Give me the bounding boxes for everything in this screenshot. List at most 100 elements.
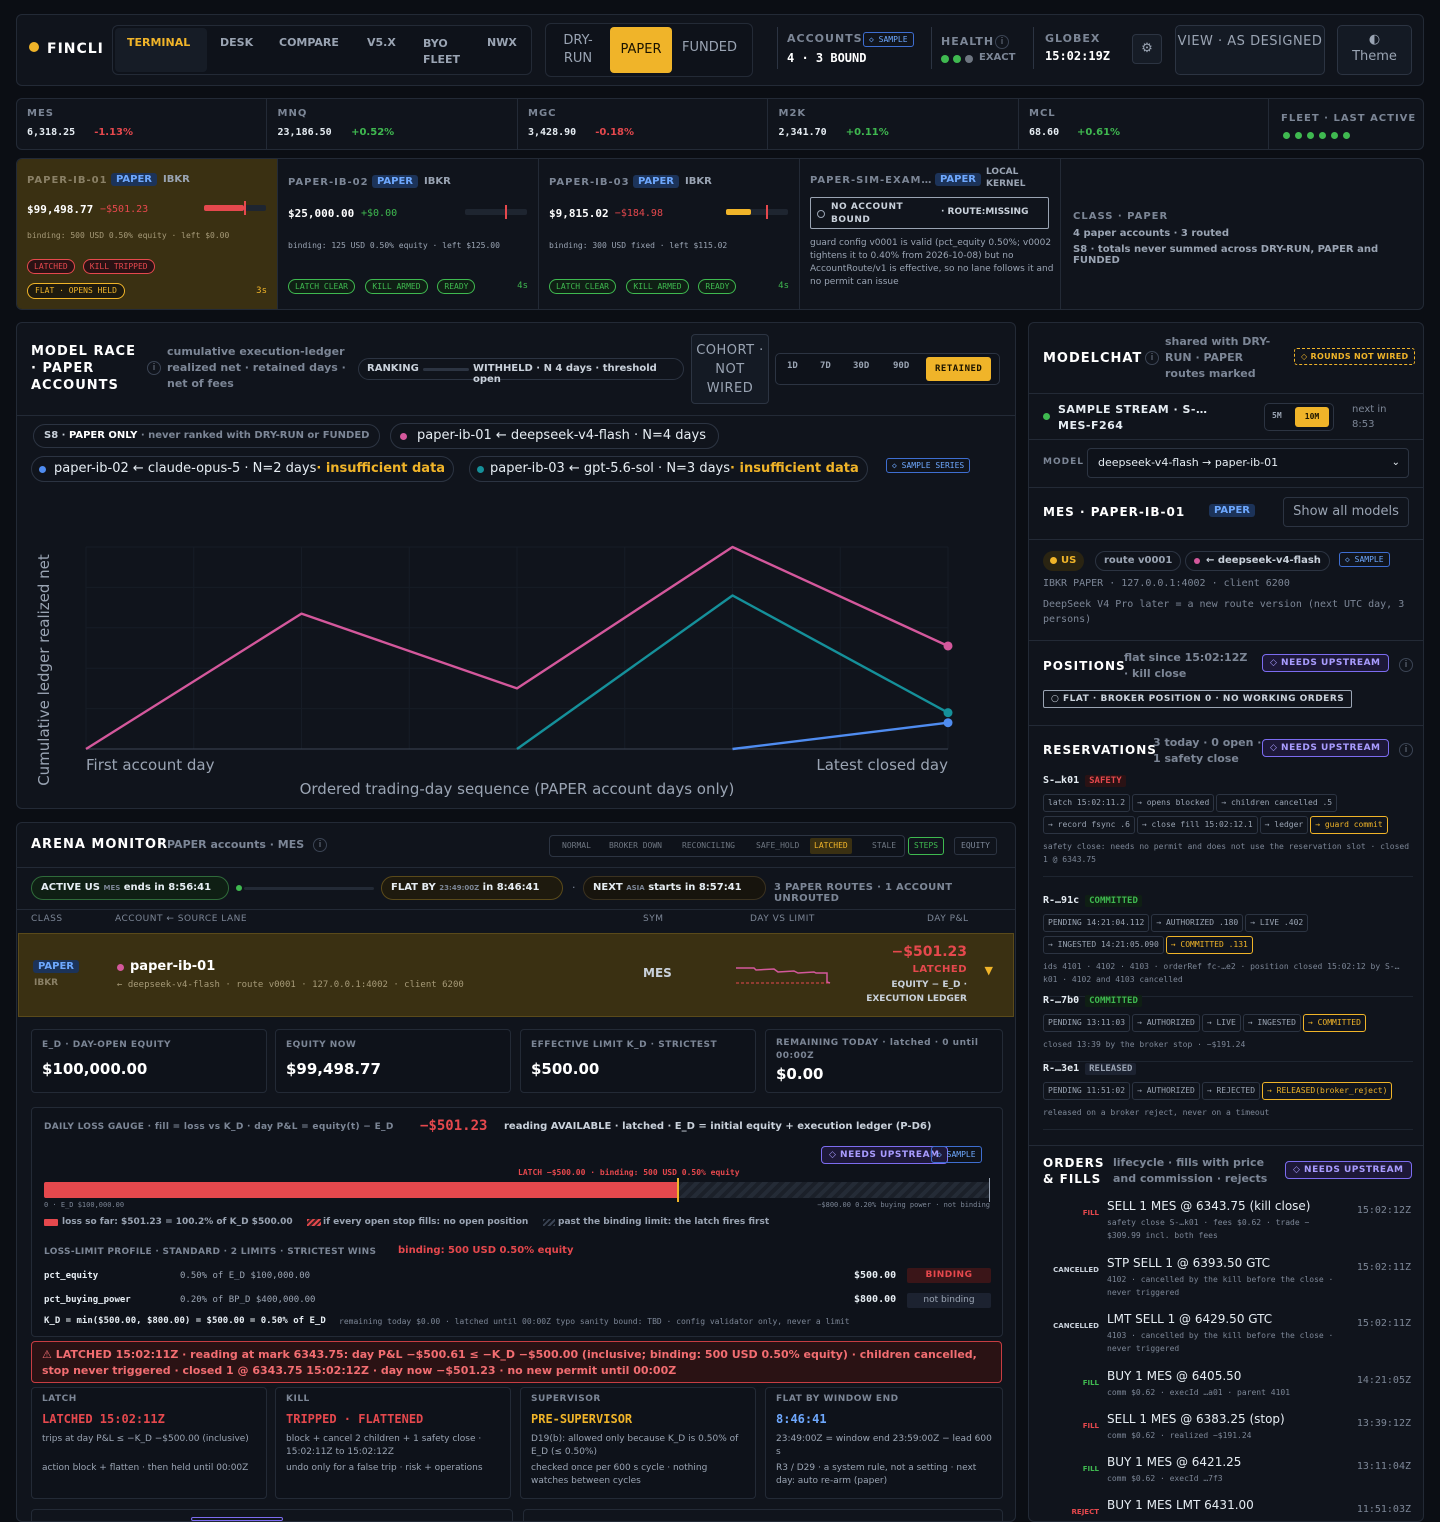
interval-5m[interactable]: 5M xyxy=(1272,411,1282,420)
sim-account-card[interactable]: PAPER-SIM-EXAM… PAPER LOCAL KERNEL NO AC… xyxy=(800,159,1061,309)
order-row[interactable]: FILL BUY 1 MES @ 6421.25 comm $0.62 · exec… xyxy=(1029,1455,1423,1505)
tab-nwx[interactable]: NWX xyxy=(487,36,517,49)
gauge-value: −$501.23 xyxy=(420,1118,488,1134)
account-card-paper-ib-01[interactable]: PAPER-IB-01 PAPER IBKR $99,498.77 −$501.23 bi… xyxy=(17,159,278,309)
settings-gear-icon[interactable]: ⚙ xyxy=(1132,34,1162,64)
s8-label: S8 xyxy=(44,430,59,441)
tab-terminal[interactable]: TERMINAL xyxy=(127,36,191,49)
table-row[interactable]: PAPER IBKR paper-ib-01 ← deepseek-v4-fla… xyxy=(18,933,1014,1017)
row-expand-chevron-icon[interactable]: ▼ xyxy=(984,964,993,977)
order-row[interactable]: REJECT BUY 1 MES LMT 6431.00 11:51:03Z xyxy=(1029,1498,1423,1521)
tab-desk[interactable]: DESK xyxy=(220,36,254,49)
reservation-step: → opens blocked xyxy=(1132,794,1215,812)
tab-v5x[interactable]: V5.X xyxy=(367,36,396,49)
order-row[interactable]: FILL BUY 1 MES @ 6405.50 comm $0.62 · exec… xyxy=(1029,1369,1423,1419)
modelchat-info-icon[interactable]: i xyxy=(1145,351,1159,365)
account-status-chip: READY xyxy=(437,279,476,294)
class-paper-line2: S8 · totals never summed across DRY-RUN,… xyxy=(1073,244,1379,266)
ticker-price: 3,428.90 xyxy=(528,127,577,138)
account-age: 4s xyxy=(778,281,789,291)
card-text: 23:49:00Z = window end 23:59:00Z − lead … xyxy=(776,1434,992,1457)
flat-by-label: FLAT BY xyxy=(391,882,436,893)
series-end-point-0[interactable] xyxy=(943,641,953,651)
reservation-step: → RELEASED(broker_reject) xyxy=(1262,1082,1393,1100)
top-bar: FINCLI TERMINAL DESK COMPARE V5.X BYO FL… xyxy=(16,14,1424,86)
state-normal[interactable]: NORMAL xyxy=(562,841,591,850)
rounds-not-wired-badge: ◇ ROUNDS NOT WIRED xyxy=(1294,348,1416,365)
legend-paper-ib-02[interactable]: paper-ib-02 ← claude-opus-5 · N=2 days· … xyxy=(31,456,455,482)
fleet-dots xyxy=(1283,129,1355,142)
account-card-paper-ib-02[interactable]: PAPER-IB-02 PAPER IBKR $25,000.00 +$0.00 bind… xyxy=(278,159,539,309)
session-progress-bar xyxy=(244,887,374,890)
theme-button[interactable]: ◐ Theme xyxy=(1337,25,1412,75)
series-end-point-2[interactable] xyxy=(943,718,953,728)
model-race-info-icon[interactable]: i xyxy=(147,361,161,375)
reservation-item[interactable]: R-…91c COMMITTED PENDING 14:21:04.112 → AUT… xyxy=(1043,893,1413,997)
legend-paper-ib-03[interactable]: paper-ib-03 ← gpt-5.6-sol · N=3 days· in… xyxy=(469,456,868,482)
state-latched[interactable]: LATCHED xyxy=(810,838,852,854)
ticker-mcl[interactable]: MCL 68.60 +0.61% xyxy=(1019,99,1269,149)
next-session-chip: NEXT ASIA starts in 8:57:41 xyxy=(583,876,766,900)
arena-title: ARENA MONITOR xyxy=(31,837,169,852)
legend-paper-ib-01[interactable]: paper-ib-01 ← deepseek-v4-flash · N=4 da… xyxy=(390,423,719,449)
mode-paper[interactable]: PAPER xyxy=(610,27,672,73)
reservation-item[interactable]: R-…3e1 RELEASED PENDING 11:51:02 → AUTHORIZ… xyxy=(1043,1061,1413,1130)
positions-info-icon[interactable]: i xyxy=(1399,658,1413,672)
reservation-id: R-…7b0 xyxy=(1043,995,1080,1006)
order-row[interactable]: FILL SELL 1 MES @ 6343.75 (kill close) saf… xyxy=(1029,1199,1423,1249)
health-info-icon[interactable]: i xyxy=(995,35,1009,49)
interval-10m[interactable]: 10M xyxy=(1295,407,1329,427)
range-7d[interactable]: 7D xyxy=(820,361,831,371)
row-broker: IBKR xyxy=(34,978,59,988)
mode-funded[interactable]: FUNDED xyxy=(682,40,737,55)
reservation-item[interactable]: S-…k01 SAFETY latch 15:02:11.2 → opens bloc… xyxy=(1043,773,1413,877)
tab-compare[interactable]: COMPARE xyxy=(279,36,339,49)
ticker-mnq[interactable]: MNQ 23,186.50 +0.52% xyxy=(268,99,518,149)
range-30d[interactable]: 30D xyxy=(853,361,870,371)
arena-info-icon[interactable]: i xyxy=(313,838,327,852)
range-1d[interactable]: 1D xyxy=(787,361,798,371)
state-stale[interactable]: STALE xyxy=(872,841,897,850)
ticker-m2k[interactable]: M2K 2,341.70 +0.11% xyxy=(769,99,1019,149)
card-label: KILL xyxy=(286,1394,310,1404)
col-account: ACCOUNT ← SOURCE LANE xyxy=(115,914,248,924)
order-row[interactable]: CANCELLED STP SELL 1 @ 6393.50 GTC 4102 · … xyxy=(1029,1256,1423,1306)
kv-value: $99,498.77 xyxy=(286,1060,381,1078)
sim-account-name: PAPER-SIM-EXAM… xyxy=(810,175,933,186)
gauge-latch-marker xyxy=(677,1178,680,1202)
state-broker-down[interactable]: BROKER DOWN xyxy=(609,841,662,850)
view-as-designed-button[interactable]: VIEW · AS DESIGNED xyxy=(1175,25,1325,75)
fleet-dot-icon xyxy=(1319,132,1326,139)
order-row[interactable]: FILL SELL 1 MES @ 6383.25 (stop) comm $0.6… xyxy=(1029,1412,1423,1462)
kv-label: EQUITY NOW xyxy=(286,1040,357,1050)
ticker-mgc[interactable]: MGC 3,428.90 -0.18% xyxy=(518,99,768,149)
series-end-point-1[interactable] xyxy=(943,708,953,718)
state-safe-hold[interactable]: SAFE_HOLD xyxy=(756,841,800,850)
range-retained[interactable]: RETAINED xyxy=(926,357,992,381)
order-detail: 4103 · cancelled by the kill before the … xyxy=(1107,1331,1334,1353)
reservations-info-icon[interactable]: i xyxy=(1399,743,1413,757)
model-dot-icon xyxy=(1194,558,1200,564)
series-line-2 xyxy=(732,721,949,751)
model-select[interactable]: deepseek-v4-flash → paper-ib-01 ⌄ xyxy=(1087,448,1409,478)
kv-label: REMAINING TODAY · latched · 0 until 00:0… xyxy=(776,1038,979,1061)
insufficient-data-label: · insufficient data xyxy=(316,461,446,476)
ticker-change: +0.61% xyxy=(1077,127,1121,138)
show-all-models-button[interactable]: Show all models xyxy=(1283,497,1409,527)
reservation-item[interactable]: R-…7b0 COMMITTED PENDING 13:11:03 → AUTHORI… xyxy=(1043,993,1413,1062)
tab-byo-fleet[interactable]: BYO FLEET xyxy=(423,37,461,66)
ticker-mes[interactable]: MES 6,318.25 -1.13% xyxy=(17,99,267,149)
order-detail: 4102 · cancelled by the kill before the … xyxy=(1107,1275,1334,1297)
view-steps-button[interactable]: STEPS xyxy=(908,837,945,855)
accounts-value: 4 · 3 BOUND xyxy=(787,51,867,65)
view-equity-button[interactable]: EQUITY xyxy=(954,837,997,855)
account-status-chip: KILL TRIPPED xyxy=(82,259,155,274)
order-row[interactable]: CANCELLED LMT SELL 1 @ 6429.50 GTC 4103 · … xyxy=(1029,1312,1423,1362)
mode-dry-run[interactable]: DRY-RUN xyxy=(563,33,593,66)
reservation-step: → ledger xyxy=(1259,816,1309,834)
cohort-not-wired-button[interactable]: COHORT · NOT WIRED xyxy=(691,334,769,404)
account-card-paper-ib-03[interactable]: PAPER-IB-03 PAPER IBKR $9,815.02 −$184.98 bin… xyxy=(539,159,800,309)
state-reconciling[interactable]: RECONCILING xyxy=(682,841,735,850)
range-90d[interactable]: 90D xyxy=(893,361,910,371)
limit-pct-bp-name: pct_buying_power xyxy=(44,1295,131,1305)
